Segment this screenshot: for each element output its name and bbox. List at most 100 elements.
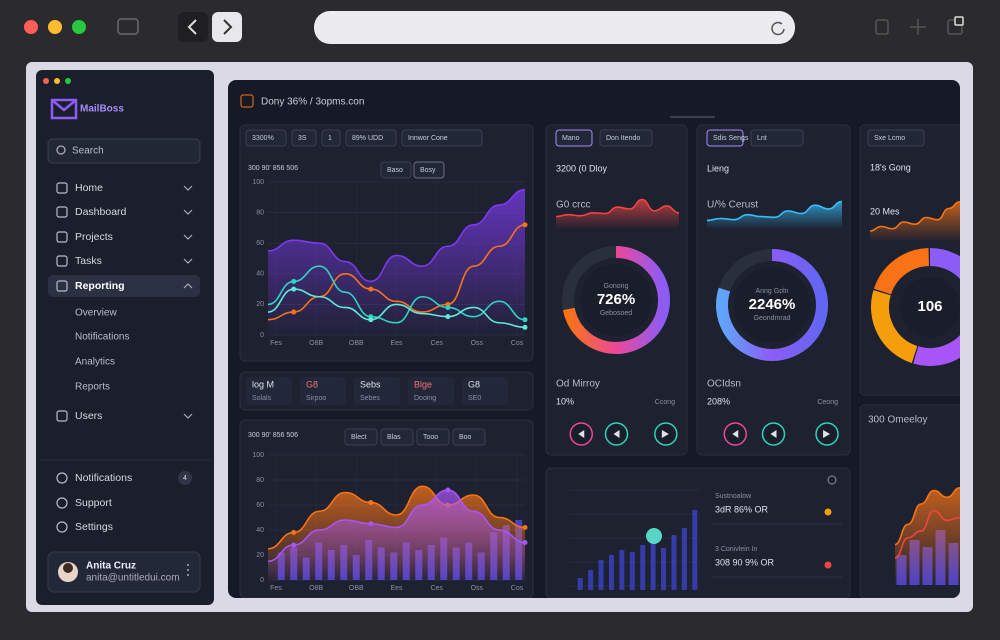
share-icon[interactable] (875, 19, 889, 35)
mini-label: Sirpoo (306, 395, 326, 402)
dot (65, 78, 71, 84)
chevron[interactable] (183, 234, 193, 240)
chip[interactable] (291, 129, 317, 147)
dashboard: 3300% 3S 1 89% UDD Innwor Cone 300 90' 856 50… (239, 124, 960, 598)
spark-icon (824, 508, 832, 516)
forward-button[interactable] (212, 12, 242, 42)
mini-label: SE0 (468, 395, 481, 402)
point (445, 304, 451, 310)
chip-label: Baso (387, 167, 403, 174)
menu-dot[interactable] (187, 564, 189, 566)
subnav-item: Analytics (75, 357, 115, 368)
chevron[interactable] (183, 413, 193, 419)
control-icon (732, 430, 739, 438)
x-tick-label: Fes (270, 340, 282, 347)
point (291, 542, 297, 548)
line (267, 485, 526, 550)
nav-icon (56, 255, 68, 267)
mini-value: log M (252, 379, 274, 389)
bar (640, 545, 646, 590)
bar (598, 560, 604, 590)
chip[interactable] (413, 161, 445, 179)
bar (577, 578, 583, 590)
zoom-dot[interactable] (72, 20, 86, 34)
point (291, 286, 297, 292)
nav-icon (56, 182, 68, 194)
line (267, 188, 526, 283)
back-button[interactable] (178, 12, 208, 42)
chip[interactable] (380, 161, 412, 179)
user-email: anita@untitledui.com (86, 573, 180, 584)
line (267, 224, 526, 321)
mini-value: G8 (468, 379, 480, 389)
back-icon (187, 19, 197, 35)
area (268, 189, 525, 335)
footer-value: 208% (707, 396, 730, 406)
badge (178, 471, 192, 485)
donut-caption: Anng Goln (755, 288, 788, 295)
chevron[interactable] (183, 283, 193, 289)
nav-icon (56, 472, 68, 484)
nav-item: Tasks (75, 255, 102, 267)
y-tick-label: 0 (260, 577, 264, 584)
point (522, 317, 528, 323)
point (368, 500, 374, 505)
chip[interactable] (380, 428, 414, 446)
chip[interactable] (345, 129, 397, 147)
new-tab-icon[interactable] (910, 19, 926, 35)
line (706, 200, 843, 222)
close-dot[interactable] (24, 20, 38, 34)
badge-count: 4 (183, 475, 187, 482)
chevron[interactable] (183, 209, 193, 215)
chip[interactable] (401, 129, 483, 147)
chip-label: Boo (459, 434, 472, 441)
menu-dot[interactable] (187, 569, 189, 571)
chip[interactable] (555, 129, 593, 147)
point (522, 324, 528, 330)
panel-title: 18's Gong (870, 162, 911, 172)
point (291, 530, 297, 535)
chart-title: 300 90' 856 506 (248, 432, 298, 439)
chip[interactable] (867, 129, 925, 147)
chevron[interactable] (183, 185, 193, 191)
subnav-item: Overview (75, 308, 117, 319)
menu-dot[interactable] (187, 574, 189, 576)
chip-label: Blect (351, 434, 367, 441)
bar (692, 510, 698, 590)
chip[interactable] (416, 428, 450, 446)
pie-segment (929, 248, 960, 324)
chip[interactable] (599, 129, 653, 147)
x-tick-label: O8B (309, 340, 323, 347)
sidebar-toggle[interactable] (117, 18, 139, 35)
area (707, 201, 842, 228)
donut-inner (734, 267, 810, 343)
minimize-dot[interactable] (48, 20, 62, 34)
chevron[interactable] (183, 258, 193, 264)
chip[interactable] (452, 428, 486, 446)
chip[interactable] (245, 129, 287, 147)
chip[interactable] (750, 129, 804, 147)
x-tick-label: Ees (390, 585, 403, 592)
reload-icon[interactable] (771, 21, 785, 36)
point (368, 317, 374, 323)
address-bar[interactable] (314, 11, 795, 44)
y-tick-label: 60 (256, 502, 264, 509)
chip[interactable] (344, 428, 378, 446)
pie-segment (871, 290, 918, 364)
line (267, 265, 526, 324)
panel-icon (827, 475, 837, 485)
search-box[interactable] (47, 138, 201, 164)
bar (681, 528, 687, 590)
y-tick-label: 40 (256, 271, 264, 278)
footer-note: Ccong (655, 399, 675, 406)
chip[interactable] (321, 129, 341, 147)
user-card[interactable] (47, 551, 201, 593)
chip[interactable] (706, 129, 744, 147)
point (368, 286, 374, 292)
nav-icon (56, 497, 68, 509)
chip-label: Blas (387, 434, 401, 441)
mini-value: Blge (414, 379, 432, 389)
control-icon (823, 430, 831, 438)
bar (671, 535, 677, 590)
donut-arc (562, 246, 670, 354)
